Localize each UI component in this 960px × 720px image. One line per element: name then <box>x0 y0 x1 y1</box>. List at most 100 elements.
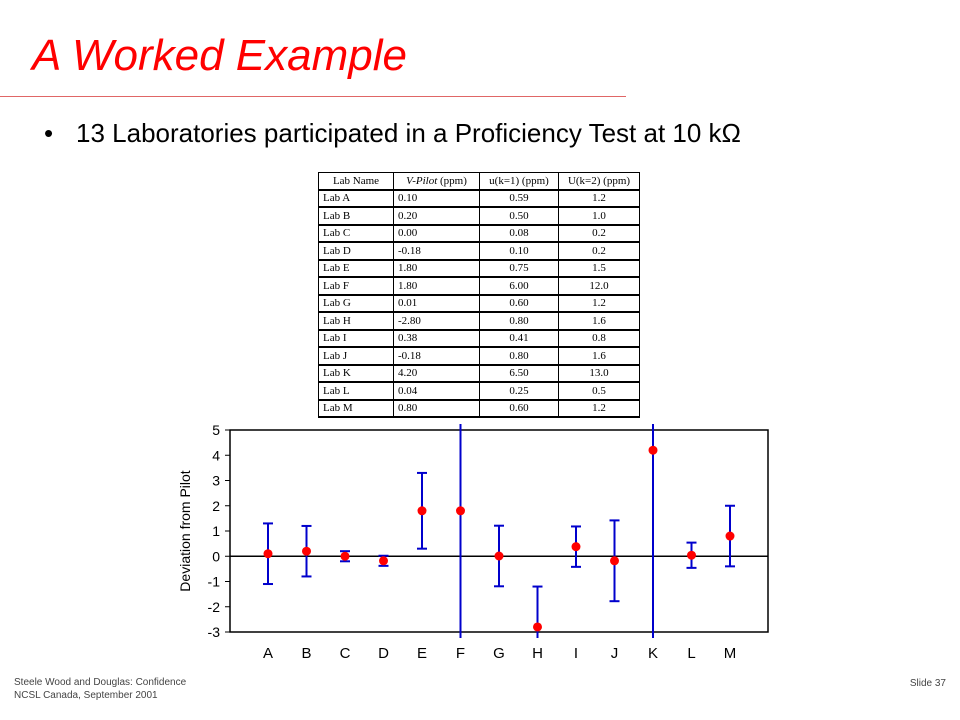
table-cell: 0.5 <box>558 381 640 400</box>
table-cell: 0.41 <box>479 329 559 348</box>
table-cell: 1.6 <box>558 311 640 330</box>
table-header-u-k1: u(k=1) (ppm) <box>479 172 559 190</box>
table-header-v-pilot: V-Pilot (ppm) <box>393 172 480 190</box>
table-cell: Lab K <box>318 364 394 383</box>
x-tick-label: I <box>574 645 578 662</box>
y-tick-label: 5 <box>212 422 220 438</box>
y-tick-label: 3 <box>212 473 220 489</box>
footer-line-1: Steele Wood and Douglas: Confidence <box>14 677 187 688</box>
table-cell: Lab I <box>318 329 394 348</box>
lab-results-table: Lab Name V-Pilot (ppm) u(k=1) (ppm) U(k=… <box>318 172 640 418</box>
table-cell: 0.25 <box>479 381 559 400</box>
table-row: Lab F 1.80 6.00 12.0 <box>318 276 640 295</box>
table-cell: Lab A <box>318 189 394 208</box>
table-cell: 0.8 <box>558 329 640 348</box>
table-cell: 0.2 <box>558 241 640 260</box>
table-cell: 0.80 <box>479 311 559 330</box>
table-cell: 0.01 <box>393 294 480 313</box>
table-row: Lab L 0.04 0.25 0.5 <box>318 381 640 400</box>
x-tick-label: C <box>340 645 351 662</box>
table-cell: Lab L <box>318 381 394 400</box>
data-point <box>263 549 273 559</box>
table-cell: -0.18 <box>393 241 480 260</box>
table-cell: Lab E <box>318 259 394 278</box>
data-point <box>571 542 581 552</box>
table-cell: 12.0 <box>558 276 640 295</box>
data-point <box>687 550 696 560</box>
data-point <box>340 551 350 561</box>
table-cell: Lab B <box>318 206 394 225</box>
table-cell: 0.08 <box>479 224 559 243</box>
data-point <box>379 556 388 566</box>
y-tick-label: 1 <box>212 523 220 539</box>
table-row: Lab H -2.80 0.80 1.6 <box>318 311 640 330</box>
table-cell: 1.2 <box>558 189 640 208</box>
table-header-U-k2: U(k=2) (ppm) <box>558 172 640 190</box>
data-point <box>648 445 658 455</box>
title-divider <box>0 96 626 97</box>
table-cell: 0.10 <box>479 241 559 260</box>
table-cell: 0.20 <box>393 206 480 225</box>
table-cell: 1.2 <box>558 399 640 418</box>
data-point <box>533 622 542 632</box>
table-cell: 1.2 <box>558 294 640 313</box>
table-row: Lab I 0.38 0.41 0.8 <box>318 329 640 348</box>
table-row: Lab E 1.80 0.75 1.5 <box>318 259 640 278</box>
table-cell: 1.80 <box>393 259 480 278</box>
data-point <box>610 556 619 566</box>
table-cell: 0.60 <box>479 399 559 418</box>
table-cell: 0.04 <box>393 381 480 400</box>
x-tick-label: H <box>532 645 543 662</box>
table-cell: 0.2 <box>558 224 640 243</box>
table-cell: 0.80 <box>393 399 480 418</box>
table-cell: 6.50 <box>479 364 559 383</box>
table-row: Lab A 0.10 0.59 1.2 <box>318 189 640 208</box>
table-cell: -0.18 <box>393 346 480 365</box>
table-cell: 4.20 <box>393 364 480 383</box>
table-cell: 1.0 <box>558 206 640 225</box>
bullet-dot: • <box>44 118 54 148</box>
table-cell: 0.00 <box>393 224 480 243</box>
table-cell: Lab J <box>318 346 394 365</box>
x-tick-label: E <box>417 645 427 662</box>
table-cell: 0.80 <box>479 346 559 365</box>
x-tick-label: K <box>648 645 658 662</box>
table-cell: Lab H <box>318 311 394 330</box>
bullet-item: • 13 Laboratories participated in a Profi… <box>44 118 741 149</box>
y-tick-label: 0 <box>212 548 220 564</box>
footer-line-2: NCSL Canada, September 2001 <box>14 690 158 701</box>
table-cell: 6.00 <box>479 276 559 295</box>
x-tick-label: D <box>378 645 389 662</box>
x-tick-label: J <box>611 645 619 662</box>
table-row: Lab C 0.00 0.08 0.2 <box>318 224 640 243</box>
x-tick-label: G <box>493 645 505 662</box>
table-cell: 0.10 <box>393 189 480 208</box>
table-cell: 0.59 <box>479 189 559 208</box>
table-row: Lab M 0.80 0.60 1.2 <box>318 399 640 418</box>
data-point <box>302 546 311 556</box>
table-cell: Lab G <box>318 294 394 313</box>
data-point <box>725 531 735 541</box>
table-row: Lab J -0.18 0.80 1.6 <box>318 346 640 365</box>
table-cell: 0.38 <box>393 329 480 348</box>
table-cell: Lab D <box>318 241 394 260</box>
x-tick-label: A <box>263 645 273 662</box>
table-cell: 0.60 <box>479 294 559 313</box>
table-row: Lab K 4.20 6.50 13.0 <box>318 364 640 383</box>
table-cell: Lab C <box>318 224 394 243</box>
data-point <box>494 551 504 561</box>
slide-title: A Worked Example <box>32 31 407 80</box>
table-row: Lab D -0.18 0.10 0.2 <box>318 241 640 260</box>
x-tick-label: F <box>456 645 465 662</box>
table-cell: Lab M <box>318 399 394 418</box>
table-cell: 0.75 <box>479 259 559 278</box>
footer-credits: Steele Wood and Douglas: Confidence NCSL… <box>14 676 186 702</box>
data-point <box>417 506 427 516</box>
x-tick-label: B <box>301 645 311 662</box>
y-tick-label: 2 <box>212 498 220 514</box>
table-cell: 0.50 <box>479 206 559 225</box>
table-header-lab-name: Lab Name <box>318 172 394 190</box>
y-tick-label: 4 <box>212 447 220 463</box>
table-header-row: Lab Name V-Pilot (ppm) u(k=1) (ppm) U(k=… <box>318 172 640 190</box>
y-tick-label: -1 <box>208 574 221 590</box>
